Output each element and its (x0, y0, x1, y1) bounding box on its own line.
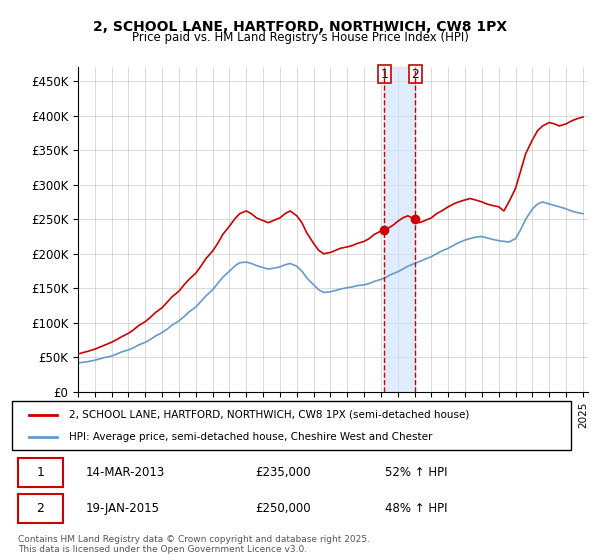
Text: 2: 2 (37, 502, 44, 515)
Text: 1: 1 (37, 466, 44, 479)
Text: 2: 2 (412, 68, 419, 81)
FancyBboxPatch shape (18, 458, 63, 487)
Text: 52% ↑ HPI: 52% ↑ HPI (385, 466, 447, 479)
FancyBboxPatch shape (18, 494, 63, 523)
Text: 2, SCHOOL LANE, HARTFORD, NORTHWICH, CW8 1PX (semi-detached house): 2, SCHOOL LANE, HARTFORD, NORTHWICH, CW8… (69, 409, 469, 419)
Text: 1: 1 (380, 68, 388, 81)
Text: £235,000: £235,000 (255, 466, 311, 479)
Text: 19-JAN-2015: 19-JAN-2015 (86, 502, 160, 515)
Bar (385, 67, 415, 392)
Text: Price paid vs. HM Land Registry's House Price Index (HPI): Price paid vs. HM Land Registry's House … (131, 31, 469, 44)
Text: 48% ↑ HPI: 48% ↑ HPI (385, 502, 447, 515)
Text: 2, SCHOOL LANE, HARTFORD, NORTHWICH, CW8 1PX: 2, SCHOOL LANE, HARTFORD, NORTHWICH, CW8… (93, 20, 507, 34)
FancyBboxPatch shape (13, 401, 571, 450)
Text: £250,000: £250,000 (255, 502, 311, 515)
Text: 14-MAR-2013: 14-MAR-2013 (86, 466, 165, 479)
Text: HPI: Average price, semi-detached house, Cheshire West and Chester: HPI: Average price, semi-detached house,… (69, 432, 432, 442)
Text: Contains HM Land Registry data © Crown copyright and database right 2025.
This d: Contains HM Land Registry data © Crown c… (18, 535, 370, 554)
